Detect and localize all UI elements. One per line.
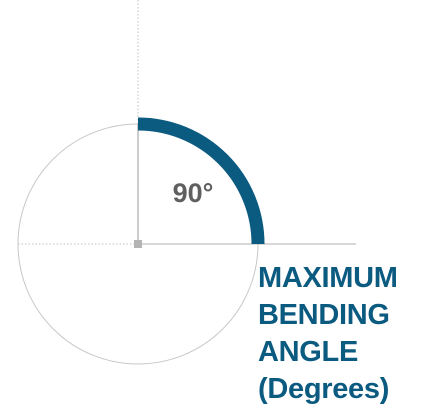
caption-line-1: MAXIMUM	[258, 262, 398, 294]
caption-line-3: ANGLE	[258, 336, 359, 368]
angle-caption: MAXIMUM BENDING ANGLE (Degrees)	[258, 260, 398, 408]
caption-line-2: BENDING	[258, 299, 390, 331]
caption-line-4: (Degrees)	[258, 373, 390, 405]
center-marker	[134, 240, 142, 248]
angle-arc	[137, 117, 265, 245]
angle-value-label: 90°	[173, 178, 214, 208]
